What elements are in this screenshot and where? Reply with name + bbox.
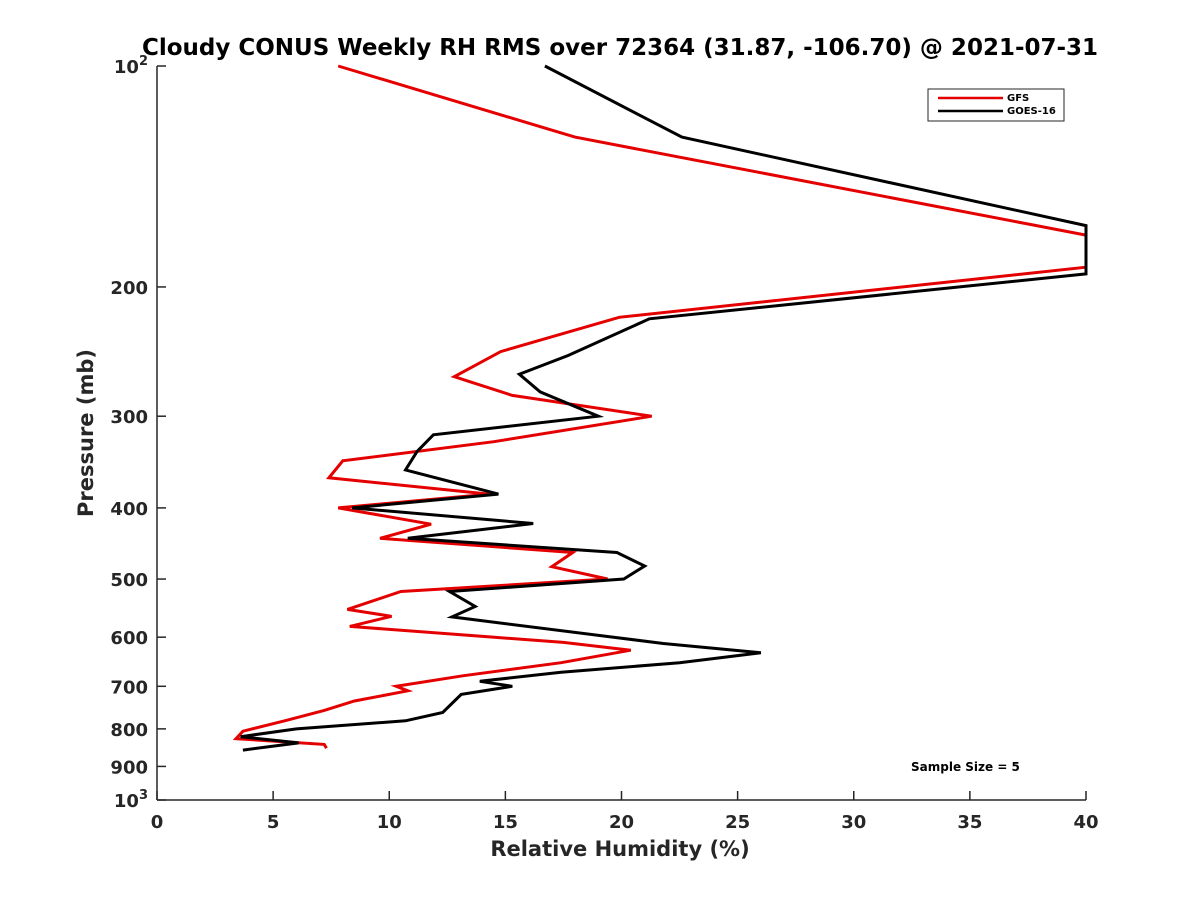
y-tick-label: 200 (110, 278, 148, 299)
x-tick-label: 0 (151, 812, 164, 833)
y-tick-label: 300 (110, 407, 148, 428)
x-tick-label: 30 (841, 812, 866, 833)
legend-box (927, 88, 1065, 122)
y-tick-label: 102 (114, 54, 148, 78)
chart-title: Cloudy CONUS Weekly RH RMS over 72364 (3… (142, 35, 1098, 61)
x-axis-label: Relative Humidity (%) (490, 837, 749, 861)
x-tick-label: 35 (957, 812, 982, 833)
x-tick-label: 15 (493, 812, 518, 833)
y-axis-label: Pressure (mb) (74, 349, 98, 517)
x-tick-label: 40 (1073, 812, 1098, 833)
y-tick-label: 900 (110, 757, 148, 778)
x-tick-label: 25 (725, 812, 750, 833)
legend: GFS GOES-16 (927, 88, 1065, 122)
y-tick-label: 700 (110, 677, 148, 698)
y-tick-label: 500 (110, 570, 148, 591)
y-tick-label: 600 (110, 628, 148, 649)
series-line-gfs (232, 64, 1088, 749)
legend-label-goes-16: GOES-16 (1007, 106, 1056, 117)
y-tick-label: 800 (110, 720, 148, 741)
series-line-goes-16 (240, 64, 1088, 752)
x-tick-label: 10 (377, 812, 402, 833)
x-ticks: 0 5 10 15 20 25 30 35 40 (151, 791, 1099, 833)
series-layer (232, 64, 1088, 752)
legend-label-gfs: GFS (1007, 93, 1029, 104)
x-tick-label: 20 (609, 812, 634, 833)
x-tick-label: 5 (267, 812, 280, 833)
sample-size-annotation: Sample Size = 5 (911, 760, 1020, 774)
y-tick-label: 400 (110, 499, 148, 520)
y-tick-label: 103 (114, 788, 148, 812)
y-ticks: 102 200 300 400 500 600 700 800 900 103 (110, 54, 166, 812)
